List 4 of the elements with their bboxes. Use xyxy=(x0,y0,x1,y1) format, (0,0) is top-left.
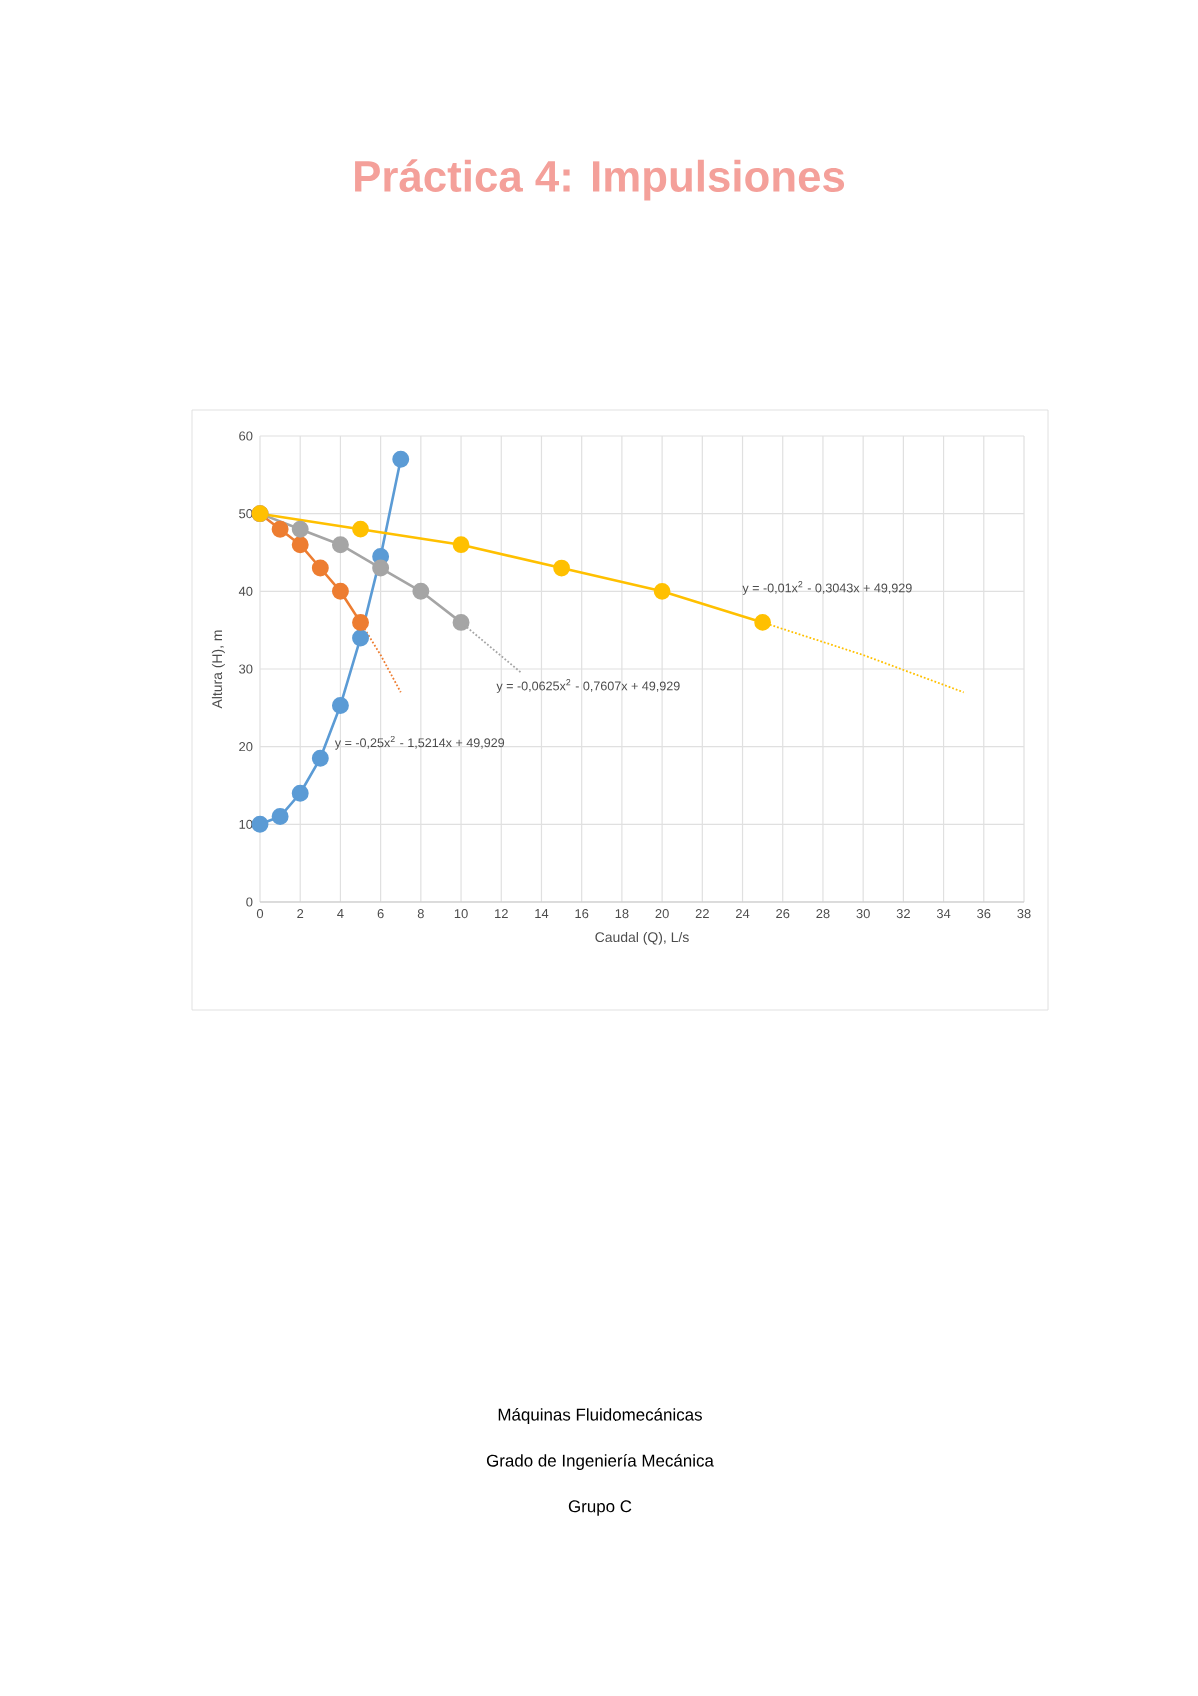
text: Grado de Ingeniería Mecánica xyxy=(486,1454,714,1470)
text: Máquinas Fluidomecánicas xyxy=(498,1408,702,1424)
chart-title: Práctica 4: Impulsiones xyxy=(355,159,845,201)
text: Grupo C xyxy=(568,1500,632,1516)
